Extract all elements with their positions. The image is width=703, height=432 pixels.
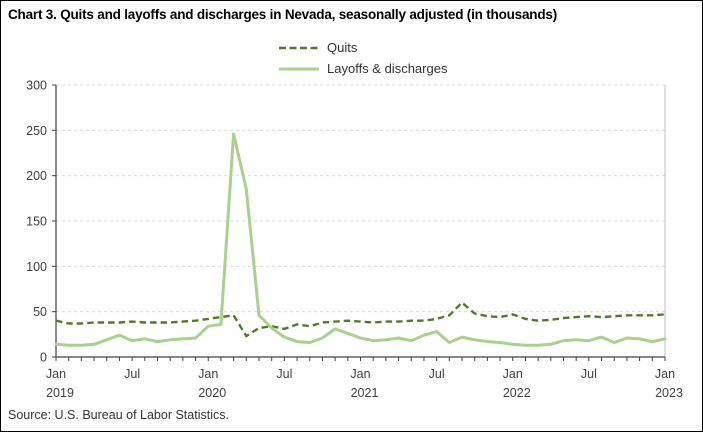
legend-item-quits: Quits (278, 37, 447, 58)
x-year-label: 2023 (655, 386, 683, 400)
quits-line (55, 301, 666, 338)
x-month-label: Jan (350, 367, 370, 381)
x-year-label: 2021 (351, 386, 379, 400)
x-year-label: 2019 (46, 386, 74, 400)
x-month-label: Jul (581, 367, 597, 381)
legend-label-quits: Quits (327, 40, 358, 55)
legend: Quits Layoffs & discharges (278, 37, 447, 79)
y-tick-label: 50 (33, 305, 47, 319)
y-tick-label: 100 (26, 260, 47, 274)
layoffs-solid-line-icon (279, 67, 319, 70)
x-month-label: Jan (503, 367, 523, 381)
x-month-label: Jul (429, 367, 445, 381)
y-tick-label: 200 (26, 169, 47, 183)
y-tick-label: 0 (40, 351, 47, 365)
x-year-label: 2020 (198, 386, 226, 400)
legend-label-layoffs: Layoffs & discharges (327, 61, 448, 76)
x-month-label: Jan (198, 367, 218, 381)
quits-dashed-line-icon (279, 46, 319, 49)
x-month-label: Jan (655, 367, 675, 381)
y-tick-label: 250 (26, 124, 47, 138)
y-tick-label: 150 (26, 215, 47, 229)
y-tick-label: 300 (26, 79, 47, 93)
x-month-label: Jul (276, 367, 292, 381)
x-month-label: Jul (124, 367, 140, 381)
x-year-label: 2022 (503, 386, 531, 400)
x-month-label: Jan (46, 367, 66, 381)
source-note: Source: U.S. Bureau of Labor Statistics. (8, 408, 229, 422)
chart-title: Chart 3. Quits and layoffs and discharge… (8, 7, 557, 22)
layoffs-line (54, 132, 667, 347)
legend-item-layoffs: Layoffs & discharges (278, 58, 447, 79)
